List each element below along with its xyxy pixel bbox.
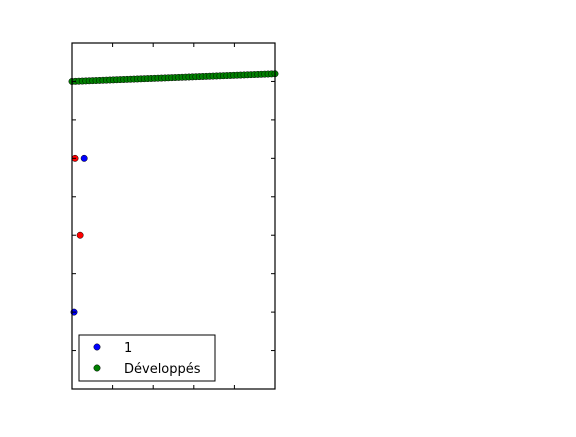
chart-marks — [68, 70, 279, 316]
legend-marker-developpes — [93, 364, 101, 372]
legend-marker-series-1 — [93, 343, 101, 351]
data-point-series-2 — [76, 231, 84, 239]
legend-label-series-1: 1 — [124, 341, 132, 356]
axis-ticks — [72, 43, 275, 389]
plot-frame — [71, 42, 276, 390]
legend-label-developpes: Développés — [124, 362, 201, 377]
legend-box — [78, 334, 216, 382]
data-point-1 — [80, 154, 88, 162]
legend: 1 Développés — [78, 334, 216, 382]
